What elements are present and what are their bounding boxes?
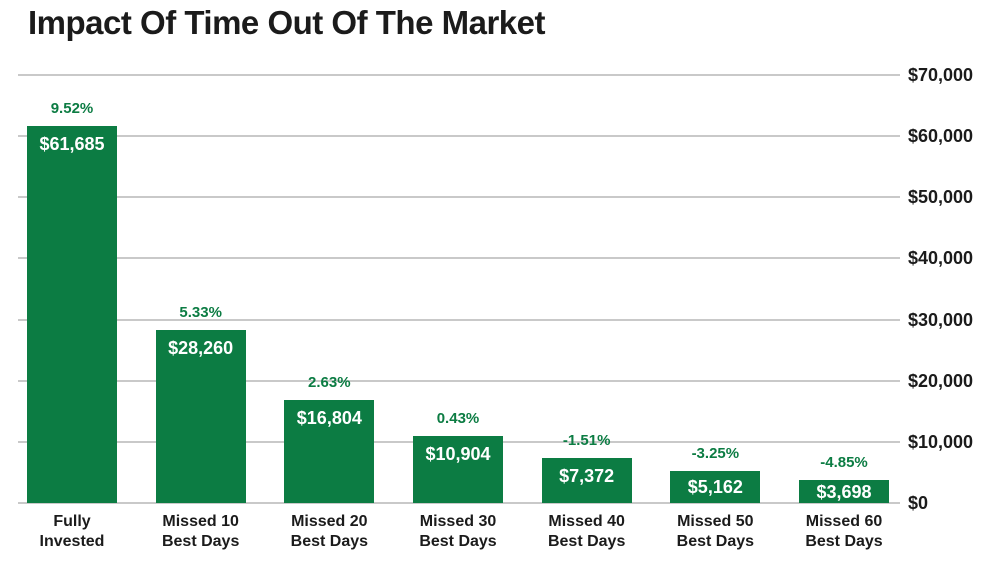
x-axis-category-label: Missed 40 Best Days [547, 513, 626, 550]
bar-value-label: $7,372 [559, 465, 615, 486]
bar [155, 330, 246, 503]
gridline [18, 135, 900, 138]
bar-value-label: $16,804 [296, 408, 362, 429]
bar-percent-label: -1.51% [562, 431, 611, 449]
bar-value-label: $5,162 [687, 477, 743, 498]
y-axis-tick-label: $70,000 [908, 65, 974, 85]
y-axis-tick-label: $0 [908, 493, 929, 513]
bar-percent-label: -4.85% [820, 454, 868, 472]
bar-percent-label: 5.33% [179, 304, 222, 322]
gridline [18, 257, 900, 260]
gridline [18, 74, 900, 76]
bar-percent-label: -3.25% [691, 445, 740, 463]
bar [27, 125, 117, 503]
bar-value-label: $3,698 [816, 481, 872, 502]
bar-percent-label: 2.63% [308, 374, 351, 392]
bar [413, 436, 503, 503]
bar-value-label: $61,685 [39, 133, 105, 154]
y-axis-tick-label: $60,000 [908, 126, 974, 147]
x-axis-category-label: Missed 60 Best Days [805, 513, 883, 550]
y-axis-tick-label: $10,000 [908, 431, 974, 452]
x-axis-category-label: Missed 50 Best Days [676, 513, 755, 550]
x-axis-category-label: Missed 30 Best Days [419, 513, 497, 550]
gridline [18, 318, 900, 321]
gridline [18, 196, 900, 199]
bar [670, 471, 761, 503]
gridline [18, 379, 900, 382]
gridline [18, 502, 900, 504]
y-axis-tick-label: $20,000 [908, 370, 974, 391]
y-axis-tick-label: $50,000 [908, 187, 974, 208]
bar-value-label: $28,260 [168, 338, 234, 359]
x-axis-category-label: Missed 10 Best Days [161, 513, 240, 550]
x-axis-category-label: Missed 20 Best Days [290, 513, 369, 550]
bar [284, 400, 375, 503]
bar-percent-label: 0.43% [436, 410, 480, 428]
x-axis-category-label: Fully Invested [39, 513, 105, 550]
bar-percent-label: 9.52% [50, 99, 94, 117]
y-axis-tick-label: $30,000 [908, 309, 974, 330]
bar [799, 480, 889, 503]
chart-title: Impact Of Time Out Of The Market [28, 4, 545, 41]
bar-value-label: $10,904 [425, 444, 491, 465]
bar [541, 457, 632, 503]
y-axis-tick-label: $40,000 [908, 248, 974, 269]
